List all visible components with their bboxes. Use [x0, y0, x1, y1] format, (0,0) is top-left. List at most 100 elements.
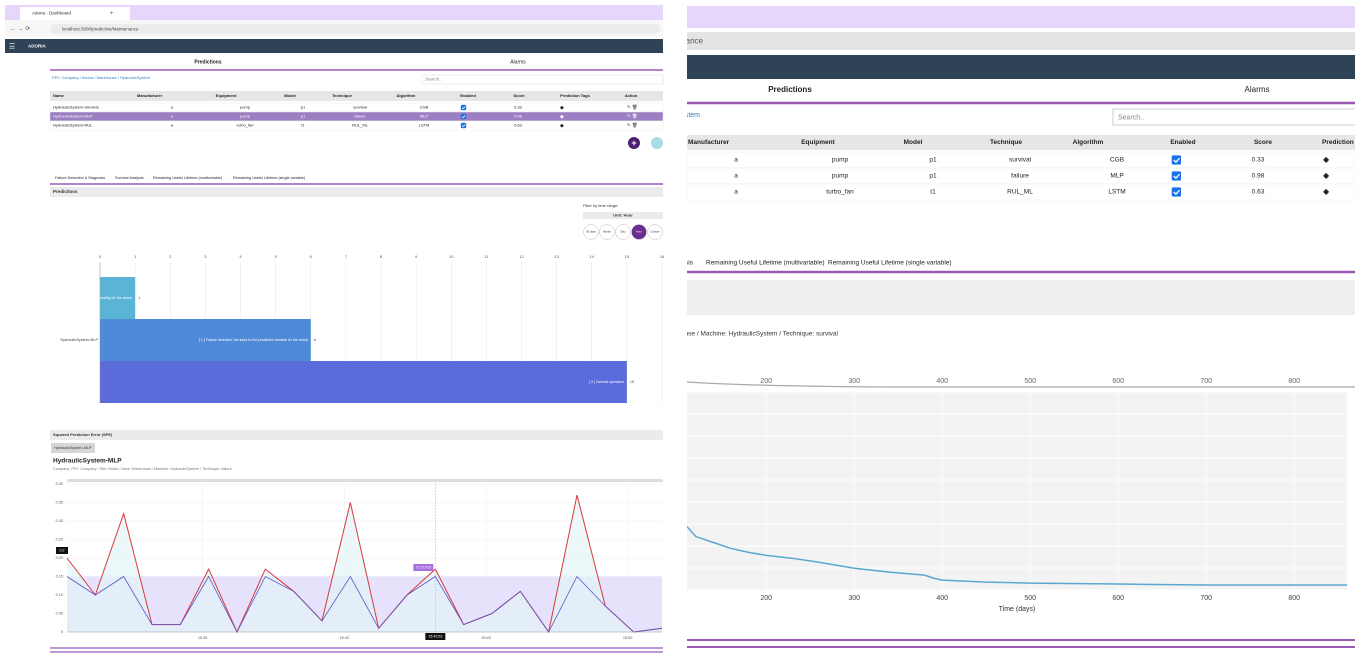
range-button[interactable]	[615, 224, 631, 240]
value-tooltip	[413, 564, 434, 571]
table-cell: pump	[240, 105, 251, 110]
y-tick-label: 0.10	[56, 593, 63, 597]
action-icons[interactable]: ✎ 🗑	[627, 105, 637, 110]
cursor-x-label: 15:43:53	[428, 634, 442, 638]
x-tick-label: 500	[1024, 595, 1036, 602]
search-box[interactable]	[421, 74, 664, 85]
x-tick-label: 300	[848, 595, 860, 602]
table-cell: LSTM	[1108, 189, 1125, 196]
checkbox[interactable]	[460, 113, 467, 120]
action-icons[interactable]: ✎ 🗑	[627, 123, 637, 128]
x-tick-label: 12	[519, 254, 524, 259]
add-icon: +	[631, 138, 636, 148]
new-tab[interactable]: +	[110, 11, 114, 17]
top-tick-label: 700	[1200, 378, 1212, 385]
nav-tab[interactable]: Alarms	[1245, 85, 1270, 94]
nav-buttons[interactable]: ← → ⟳	[10, 27, 30, 33]
x-tick-label: 9	[415, 254, 418, 259]
table-cell: a	[171, 114, 174, 119]
y-tick-label: 0.35	[56, 501, 63, 505]
range-button[interactable]	[583, 224, 599, 240]
table-cell: RUL_ML	[352, 123, 369, 128]
breadcrumb: PPC Company / Adoria / Warehouse / Hydra…	[528, 112, 700, 119]
table-cell: a	[734, 173, 738, 180]
table-cell: a	[171, 105, 174, 110]
table-cell: pump	[832, 157, 849, 164]
x-tick-label: 400	[936, 595, 948, 602]
table-row[interactable]	[687, 183, 1355, 201]
checkbox[interactable]	[1171, 155, 1182, 165]
threshold-line	[66, 575, 663, 633]
range-label: Custom	[650, 230, 660, 234]
table-cell: 0.98	[514, 114, 523, 119]
x-tick-label: 6	[310, 254, 313, 259]
checkbox[interactable]	[460, 104, 467, 111]
subtab[interactable]: Remaining Useful Lifetime (single variab…	[233, 176, 306, 180]
column-header: Equipment	[801, 139, 835, 146]
brand: ADORIA	[28, 44, 46, 49]
range-button[interactable]	[647, 224, 663, 240]
search-box[interactable]	[1112, 108, 1355, 126]
table-cell: survival	[1009, 157, 1032, 164]
zoom-slider[interactable]	[67, 479, 663, 482]
tag-icon: ◆	[1323, 155, 1330, 164]
x-tick-label: 13	[554, 254, 559, 259]
checkbox[interactable]	[1171, 171, 1182, 181]
subtab[interactable]: Survival Analysis	[644, 260, 694, 267]
range-label: Day	[621, 230, 627, 234]
add-button[interactable]	[628, 137, 640, 149]
app-header	[687, 55, 1355, 79]
tag-icon: ◆	[1323, 171, 1330, 180]
table-cell: HydraulicSystem-MLP	[53, 114, 93, 119]
menu-icon[interactable]: ☰	[9, 43, 15, 50]
range-button[interactable]	[599, 224, 615, 240]
subtab[interactable]: Survival Analysis	[115, 176, 144, 180]
column-header: Algorithm	[397, 93, 416, 98]
top-tick-label: 800	[1288, 378, 1300, 385]
tab-strip	[687, 6, 1355, 28]
zoom-slider	[687, 381, 1355, 388]
range-label: Hour	[636, 230, 642, 234]
x-tick-label: 15	[625, 254, 630, 259]
table-row[interactable]	[49, 120, 664, 131]
upload-button[interactable]	[651, 137, 663, 149]
table-cell: a	[171, 123, 174, 128]
subtab[interactable]: Remaining Useful Lifetime (single variab…	[828, 260, 952, 267]
range-button[interactable]	[631, 224, 647, 240]
action-icons[interactable]: ✎ 🗑	[627, 114, 637, 119]
browser-tab[interactable]	[20, 7, 130, 20]
column-header: Manufacturer	[688, 139, 730, 146]
address-bar	[687, 32, 1355, 50]
spe-chart-title: HydraulicSystem-MLP	[53, 458, 122, 465]
column-header: Technique	[990, 139, 1022, 146]
breadcrumb: PPC Company / Adoria / Warehouse / Hydra…	[52, 75, 151, 80]
spe-tab[interactable]	[51, 443, 95, 453]
checkbox[interactable]	[460, 122, 467, 129]
unit-box	[583, 212, 663, 219]
tag-icon: ◆	[1323, 187, 1330, 196]
bar-value: 15	[630, 380, 634, 384]
column-header: Model	[904, 139, 923, 146]
table-cell: a	[734, 189, 738, 196]
subtab[interactable]: Remaining Useful Lifetime (multivariable…	[706, 260, 825, 267]
table-cell: HydraulicSystem-MLP	[600, 173, 664, 180]
table-cell: 0.63	[514, 123, 523, 128]
nav-tab[interactable]: Alarms	[510, 59, 526, 65]
column-header: Score	[513, 93, 525, 98]
checkbox[interactable]	[1171, 187, 1182, 197]
bar-value: 6	[314, 338, 316, 342]
address-bar[interactable]	[50, 24, 660, 34]
plot-area	[687, 392, 1347, 590]
x-tick-label: 800	[1288, 595, 1300, 602]
subtab[interactable]: Remaining Useful Lifetime (multivariable…	[153, 176, 223, 180]
subtab[interactable]: Failure Detection & Diagnosis	[560, 260, 646, 267]
subtab[interactable]: Failure Detection & Diagnosis	[55, 176, 105, 180]
nav-tab[interactable]: Predictions	[768, 85, 812, 94]
chart-subtitle: Company: PPC Company / Site: Route / Are…	[528, 331, 839, 338]
nav-tab[interactable]: Predictions	[194, 59, 221, 65]
table-cell: p1	[929, 173, 937, 180]
search-placeholder: Search..	[1118, 114, 1144, 121]
x-tick-label: 200	[760, 595, 772, 602]
